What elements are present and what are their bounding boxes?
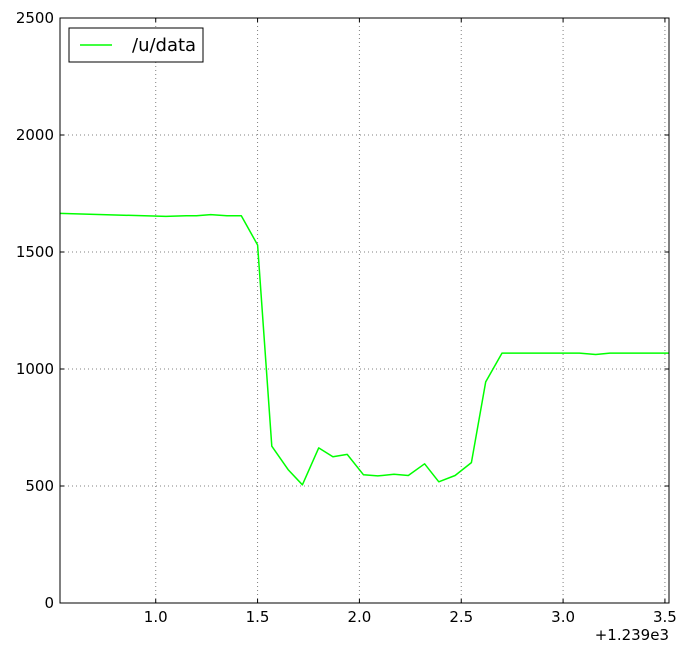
y-tick-label: 1500 bbox=[16, 243, 54, 261]
plot-frame bbox=[59, 17, 670, 604]
x-tick-label: 1.5 bbox=[246, 608, 270, 626]
series-layer bbox=[59, 212, 669, 486]
y-tick-label: 500 bbox=[25, 477, 54, 495]
y-tick-label: 2000 bbox=[16, 126, 54, 144]
ticks bbox=[60, 17, 669, 604]
y-tick-label: 2500 bbox=[16, 9, 54, 27]
legend-label-u-data: /u/data bbox=[132, 35, 196, 56]
x-tick-label: 2.0 bbox=[347, 608, 371, 626]
y-tick-label: 0 bbox=[44, 594, 54, 612]
x-tick-labels: 1.0 1.5 2.0 2.5 3.0 3.5 bbox=[144, 608, 677, 626]
series-line-u-data bbox=[59, 212, 669, 486]
grid bbox=[60, 17, 669, 604]
x-tick-label: 3.0 bbox=[551, 608, 575, 626]
x-tick-label: 3.5 bbox=[653, 608, 677, 626]
legend: /u/data bbox=[68, 27, 204, 63]
x-tick-label: 2.5 bbox=[449, 608, 473, 626]
x-offset-label: +1.239e3 bbox=[595, 626, 669, 644]
x-tick-label: 1.0 bbox=[144, 608, 168, 626]
y-tick-label: 1000 bbox=[16, 360, 54, 378]
y-tick-labels: 0 500 1000 1500 2000 2500 bbox=[16, 9, 54, 612]
